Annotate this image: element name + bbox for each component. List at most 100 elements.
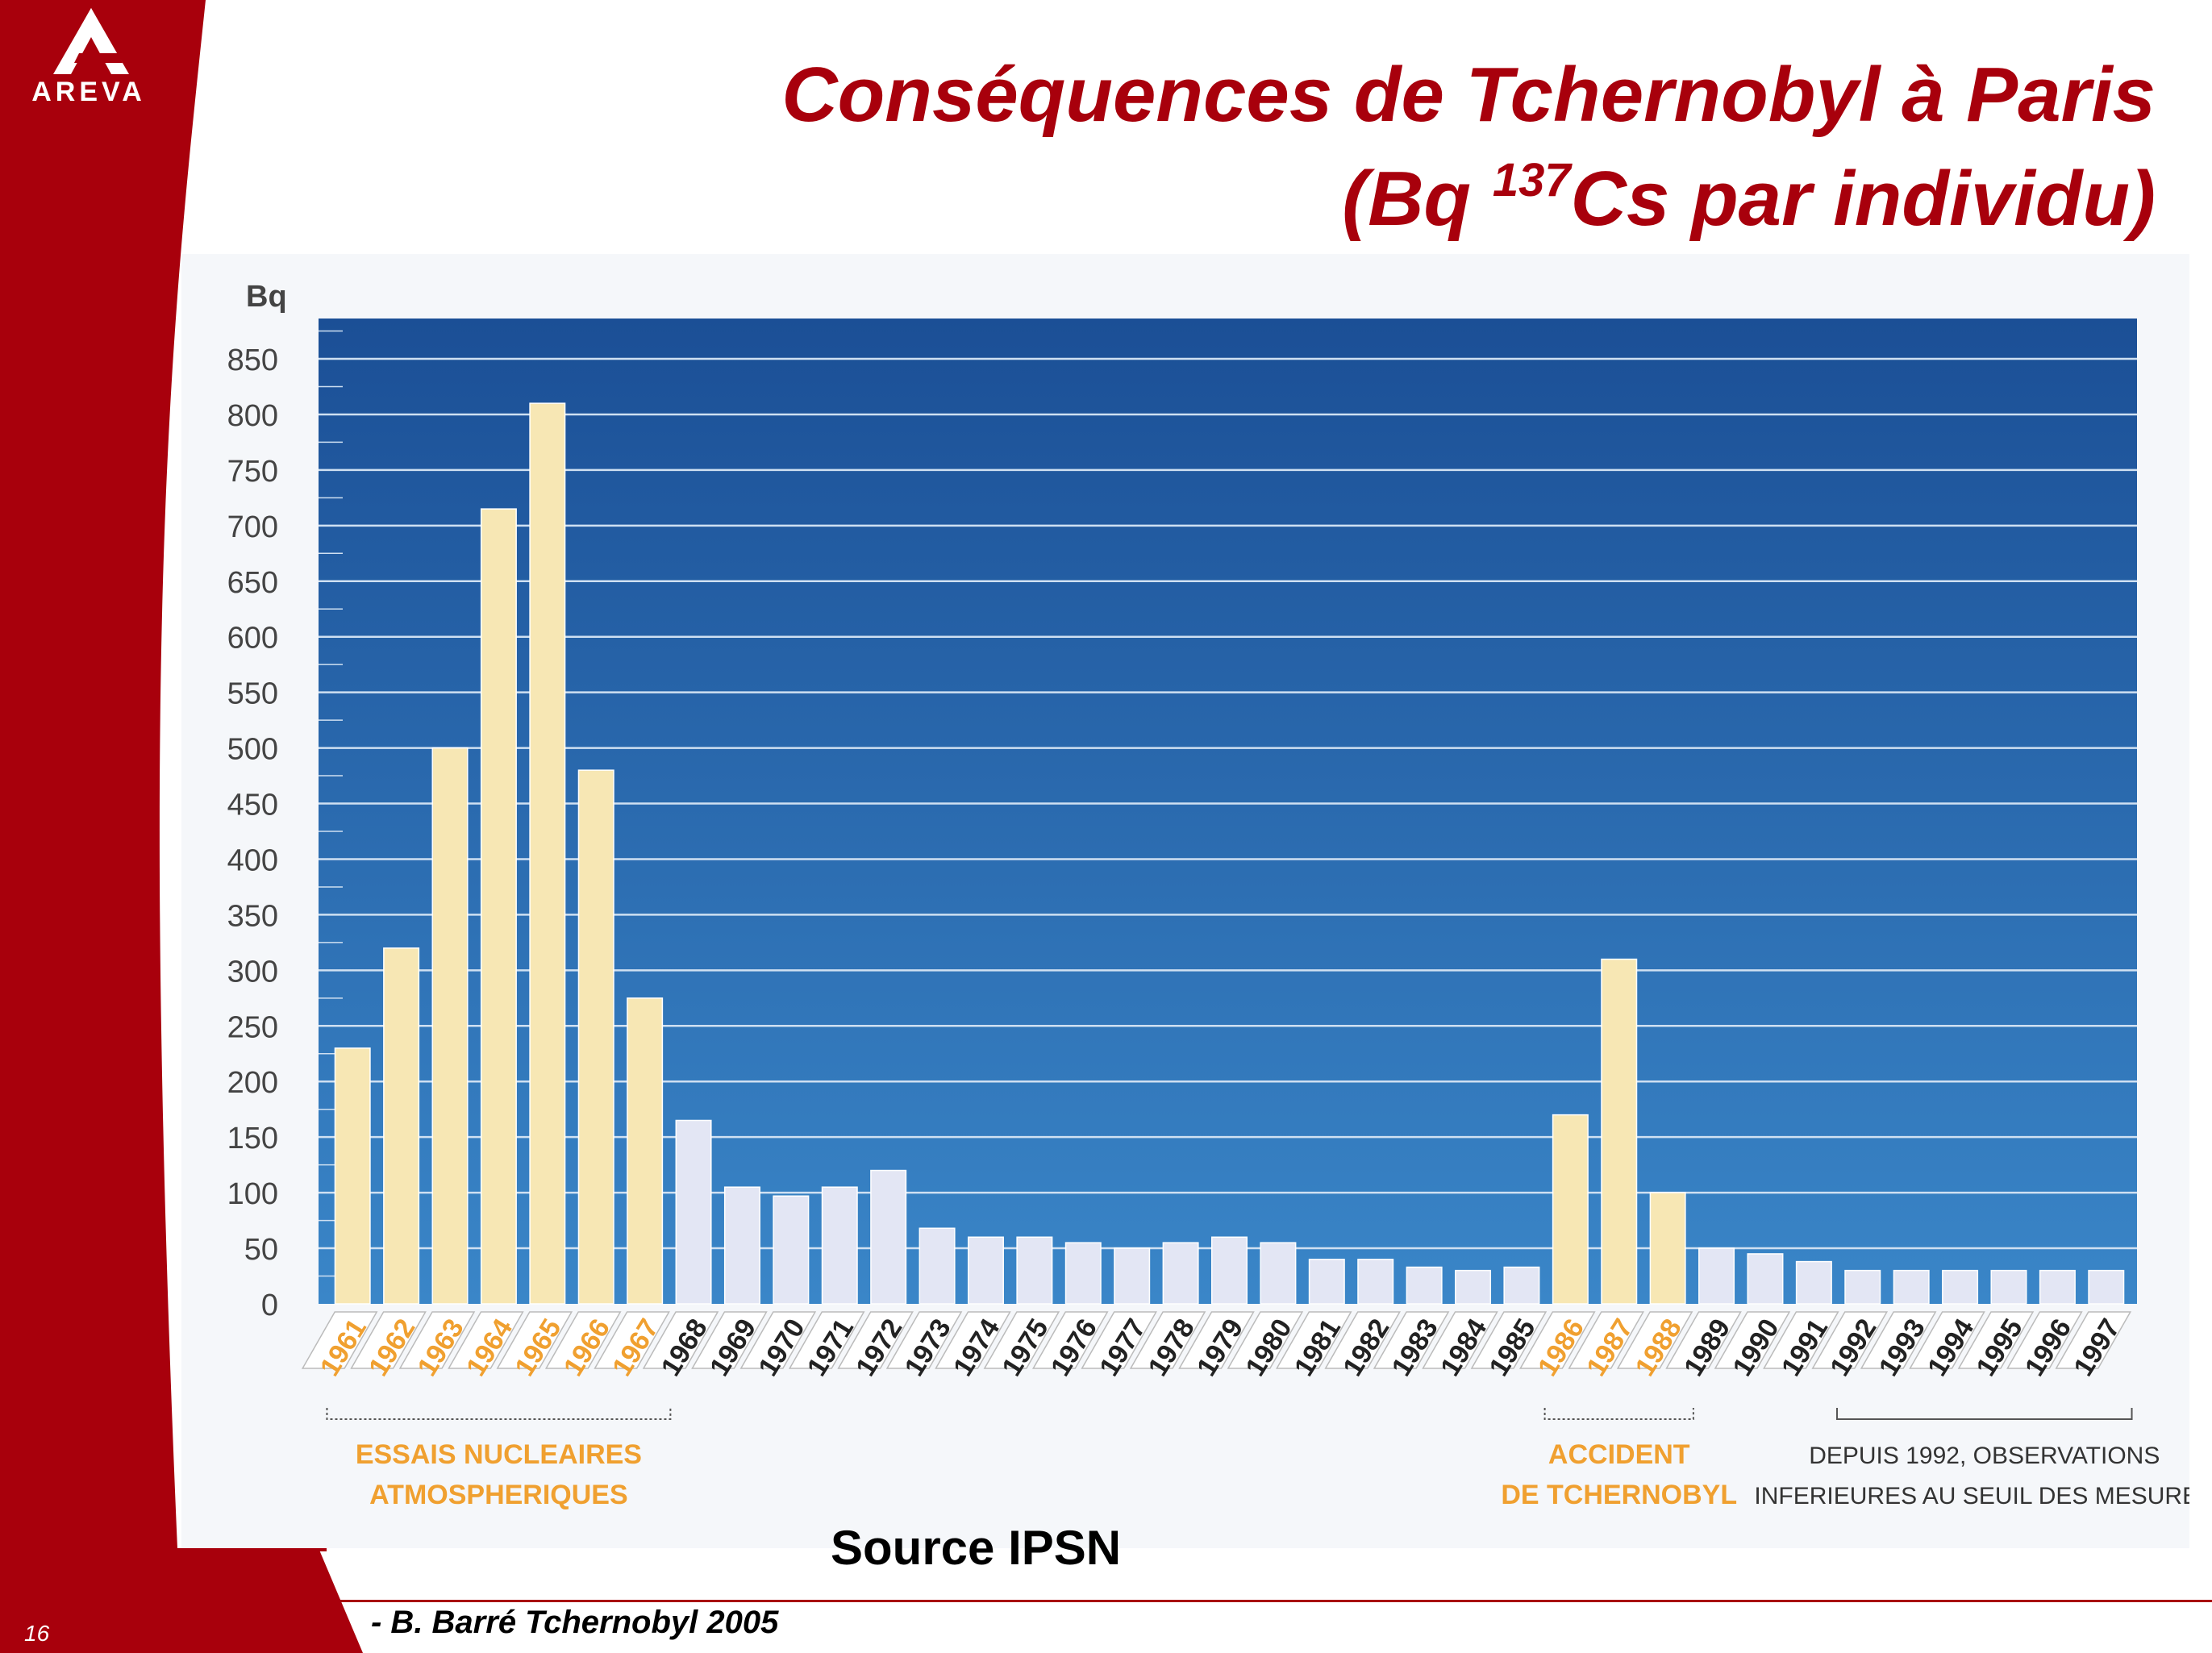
bar-1961 bbox=[334, 1047, 371, 1305]
gridlines bbox=[319, 330, 2137, 1277]
bar-1981 bbox=[1308, 1259, 1345, 1305]
subtitle-prefix: (Bq bbox=[1342, 156, 1493, 242]
bar-1962 bbox=[383, 947, 420, 1305]
footer-credit: - B. Barré Tchernobyl 2005 bbox=[371, 1605, 779, 1640]
bar-1963 bbox=[431, 747, 469, 1305]
x-tick-tag bbox=[2055, 1311, 2132, 1369]
subtitle-suffix: Cs par individu) bbox=[1570, 156, 2156, 242]
bar-1976 bbox=[1064, 1242, 1102, 1305]
x-tick-tag bbox=[1957, 1311, 2035, 1369]
bar-1970 bbox=[773, 1195, 810, 1305]
y-tick-label: 300 bbox=[227, 955, 278, 989]
x-tick-tag bbox=[1811, 1311, 1889, 1369]
bar-1977 bbox=[1114, 1247, 1151, 1305]
bar-1996 bbox=[2039, 1269, 2076, 1305]
bar-1972 bbox=[870, 1169, 907, 1305]
x-axis-labels: 1961196219631964196519661967196819691970… bbox=[301, 1311, 2132, 1381]
y-tick-label: 500 bbox=[227, 733, 278, 767]
x-tick-tag bbox=[1665, 1311, 1742, 1369]
x-tick-tag bbox=[739, 1311, 817, 1369]
bar-1969 bbox=[723, 1186, 760, 1305]
x-tick-tag bbox=[837, 1311, 914, 1369]
source-label: Source IPSN bbox=[831, 1521, 1122, 1575]
page-subtitle: (Bq 137Cs par individu) bbox=[1342, 157, 2156, 238]
x-tick-tag bbox=[594, 1311, 670, 1369]
y-tick-label: 650 bbox=[227, 566, 278, 600]
annotation-bracket bbox=[326, 1408, 672, 1420]
bar-1978 bbox=[1162, 1242, 1199, 1305]
bar-1991 bbox=[1795, 1260, 1832, 1305]
bar-1992 bbox=[1844, 1269, 1881, 1305]
bar-1989 bbox=[1698, 1247, 1735, 1305]
page-title: Conséquences de Tchernobyl à Paris bbox=[781, 52, 2156, 138]
x-tick-tag bbox=[1860, 1311, 1937, 1369]
bar-1985 bbox=[1503, 1266, 1540, 1305]
x-tick-tag bbox=[1324, 1311, 1402, 1369]
bar-1975 bbox=[1016, 1236, 1053, 1305]
x-tick-tag bbox=[1568, 1311, 1645, 1369]
x-tick-tag bbox=[448, 1311, 524, 1369]
cesium-bar-chart: 0 50 100 150 200 250 300 350 400 450 500 550 600 650 7… bbox=[227, 280, 2189, 1510]
page-number: 16 bbox=[24, 1621, 50, 1646]
bar-1966 bbox=[577, 769, 614, 1305]
y-tick-label: 450 bbox=[227, 789, 278, 822]
x-tick-tag bbox=[885, 1311, 963, 1369]
bar-1965 bbox=[529, 402, 566, 1305]
y-tick-label: 600 bbox=[227, 622, 278, 656]
bar-1987 bbox=[1601, 958, 1638, 1305]
x-tick-tag bbox=[1178, 1311, 1255, 1369]
x-tick-tag bbox=[691, 1311, 768, 1369]
annotation-line1: ESSAIS NUCLEAIRES bbox=[356, 1439, 642, 1470]
x-tick-tag bbox=[1909, 1311, 1985, 1369]
y-tick-label: 200 bbox=[227, 1066, 278, 1100]
x-tick-tag bbox=[788, 1311, 865, 1369]
y-tick-label: 700 bbox=[227, 510, 278, 544]
annotation-line2: DE TCHERNOBYL bbox=[1501, 1480, 1737, 1510]
y-tick-label: 850 bbox=[227, 344, 278, 377]
brand-logo-text: AREVA bbox=[31, 77, 146, 107]
bars bbox=[334, 402, 2125, 1305]
annotation-bracket bbox=[1543, 1408, 1694, 1420]
plot-area bbox=[319, 319, 2137, 1304]
bar-1982 bbox=[1357, 1259, 1394, 1305]
bar-1997 bbox=[2088, 1269, 2125, 1305]
x-tick-tag bbox=[496, 1311, 573, 1369]
x-tick-tag bbox=[1081, 1311, 1157, 1369]
y-tick-label: 750 bbox=[227, 455, 278, 489]
y-tick-label: 550 bbox=[227, 677, 278, 711]
x-tick-tag bbox=[301, 1311, 378, 1369]
isotope-mass-number: 137 bbox=[1492, 154, 1571, 206]
footer-rule bbox=[306, 1600, 2212, 1602]
y-axis-label: Bq bbox=[246, 280, 287, 314]
bar-1967 bbox=[627, 997, 664, 1305]
areva-logo-icon bbox=[53, 8, 129, 74]
y-tick-label: 800 bbox=[227, 399, 278, 433]
x-tick-tag bbox=[1129, 1311, 1206, 1369]
bar-1993 bbox=[1893, 1269, 1930, 1305]
bar-1988 bbox=[1649, 1192, 1686, 1305]
x-tick-tag bbox=[350, 1311, 427, 1369]
x-tick-tag bbox=[983, 1311, 1060, 1369]
y-tick-label: 150 bbox=[227, 1122, 278, 1155]
bar-1964 bbox=[480, 508, 517, 1305]
y-tick-label: 0 bbox=[261, 1289, 278, 1322]
x-tick-tag bbox=[1373, 1311, 1450, 1369]
y-tick-label: 100 bbox=[227, 1177, 278, 1211]
annotation-line1: DEPUIS 1992, OBSERVATIONS bbox=[1809, 1443, 2160, 1469]
x-tick-tag bbox=[1031, 1311, 1109, 1369]
x-tick-tag bbox=[1519, 1311, 1596, 1369]
x-tick-tag bbox=[2006, 1311, 2083, 1369]
x-tick-tag bbox=[1616, 1311, 1693, 1369]
bar-1995 bbox=[1990, 1269, 2027, 1305]
annotation-line1: ACCIDENT bbox=[1548, 1439, 1690, 1470]
bar-1994 bbox=[1942, 1269, 1979, 1305]
x-tick-tag bbox=[1227, 1311, 1304, 1369]
x-tick-tag bbox=[1276, 1311, 1352, 1369]
annotation-line2: INFERIEURES AU SEUIL DES MESURES bbox=[1754, 1483, 2189, 1509]
x-tick-tag bbox=[935, 1311, 1011, 1369]
bar-1984 bbox=[1455, 1269, 1492, 1305]
y-tick-label: 400 bbox=[227, 843, 278, 877]
x-tick-tag bbox=[1763, 1311, 1839, 1369]
bar-1990 bbox=[1747, 1253, 1784, 1305]
